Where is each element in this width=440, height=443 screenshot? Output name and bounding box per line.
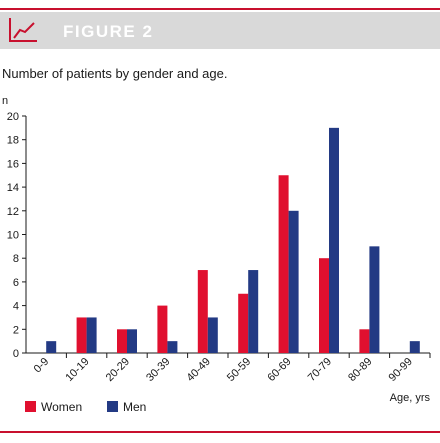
bar-women-40-49 — [197, 270, 208, 353]
y-tick-label: 6 — [13, 277, 19, 289]
x-tick-label: 30-39 — [144, 356, 172, 384]
legend-label-men: Men — [123, 400, 146, 414]
x-tick-label: 80-89 — [346, 356, 374, 384]
legend-label-women: Women — [41, 400, 82, 414]
bar-men-10-19 — [86, 317, 97, 353]
bar-men-30-39 — [167, 341, 178, 353]
y-tick-label: 10 — [7, 230, 19, 242]
figure-banner: FIGURE 2 — [0, 12, 440, 49]
y-tick-label: 18 — [7, 135, 19, 147]
bar-men-20-29 — [127, 329, 137, 353]
bar-chart: n 0 2 4 6 8 10 12 14 16 18 20 0-9 10-19 20-29 30-39 40-4… — [2, 95, 431, 414]
bar-women-30-39 — [157, 305, 168, 353]
bottom-rule — [0, 431, 440, 433]
legend-swatch-women — [25, 401, 36, 412]
bar-men-90-99 — [409, 341, 420, 353]
y-tick-label: 4 — [13, 301, 19, 313]
y-tick-label: 0 — [13, 348, 19, 360]
line-chart-icon — [6, 16, 40, 45]
bar-women-20-29 — [117, 329, 127, 353]
y-tick-label: 12 — [7, 206, 19, 218]
bar-men-60-69 — [288, 210, 299, 353]
y-axis-label: n — [2, 95, 8, 107]
bar-men-70-79 — [329, 127, 339, 353]
bar-women-60-69 — [278, 175, 289, 353]
bar-men-80-89 — [369, 246, 380, 353]
bar-women-70-79 — [319, 258, 329, 353]
y-tick-label: 14 — [7, 182, 19, 194]
bar-men-40-49 — [207, 317, 218, 353]
bar-women-10-19 — [76, 317, 87, 353]
bar-men-0-9 — [46, 341, 57, 353]
chart-title: Number of patients by gender and age. — [2, 66, 228, 81]
bar-women-50-59 — [238, 293, 249, 353]
x-tick-label: 70-79 — [306, 356, 334, 384]
x-tick-label: 40-49 — [185, 356, 213, 384]
y-tick-label: 20 — [7, 111, 19, 123]
x-tick-label: 20-29 — [104, 356, 132, 384]
top-rule — [0, 8, 440, 10]
x-tick-label: 0-9 — [32, 356, 52, 376]
y-tick-label: 16 — [7, 158, 19, 170]
x-axis-label: Age, yrs — [390, 392, 431, 404]
bar-women-80-89 — [359, 329, 370, 353]
x-tick-label: 50-59 — [225, 356, 253, 384]
y-tick-label: 2 — [13, 324, 19, 336]
x-tick-label: 10-19 — [63, 356, 91, 384]
x-tick-label: 90-99 — [387, 356, 415, 384]
bar-men-50-59 — [248, 270, 259, 353]
figure-label: FIGURE 2 — [63, 22, 154, 41]
x-tick-label: 60-69 — [265, 356, 293, 384]
y-tick-label: 8 — [13, 253, 19, 265]
legend-swatch-men — [107, 401, 118, 412]
